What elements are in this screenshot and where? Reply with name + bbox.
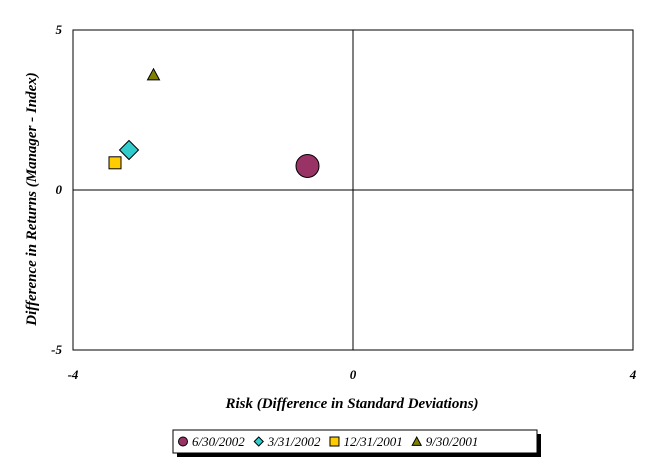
legend-square-icon — [329, 436, 340, 447]
y-tick-label: 5 — [56, 22, 63, 37]
legend-entry-label: 3/31/2002 — [267, 434, 321, 449]
legend-entry-label: 6/30/2002 — [192, 434, 245, 449]
x-tick-label: 4 — [629, 367, 637, 382]
y-axis-title: Difference in Returns (Manager - Index) — [24, 72, 40, 326]
data-points — [108, 67, 320, 178]
legend-triangle-icon — [411, 435, 423, 446]
legend: 6/30/2002 3/31/2002 12/31/2001 9/30/2001 — [172, 429, 541, 457]
y-tick-label: -5 — [51, 342, 62, 357]
diamond-data-point — [118, 139, 140, 161]
triangle-data-point — [146, 67, 161, 81]
x-tick-label: 0 — [350, 367, 357, 382]
legend-entry-label: 12/31/2001 — [343, 434, 402, 449]
x-axis-title: Risk (Difference in Standard Deviations) — [224, 396, 478, 412]
legend-diamond-icon — [253, 436, 264, 447]
legend-box — [172, 429, 538, 454]
square-data-point — [108, 156, 122, 170]
circle-data-point — [295, 154, 320, 178]
x-tick-label: -4 — [68, 367, 79, 382]
y-tick-label: 0 — [56, 182, 63, 197]
legend-entry-label: 9/30/2001 — [426, 434, 479, 449]
legend-circle-icon — [178, 436, 188, 447]
